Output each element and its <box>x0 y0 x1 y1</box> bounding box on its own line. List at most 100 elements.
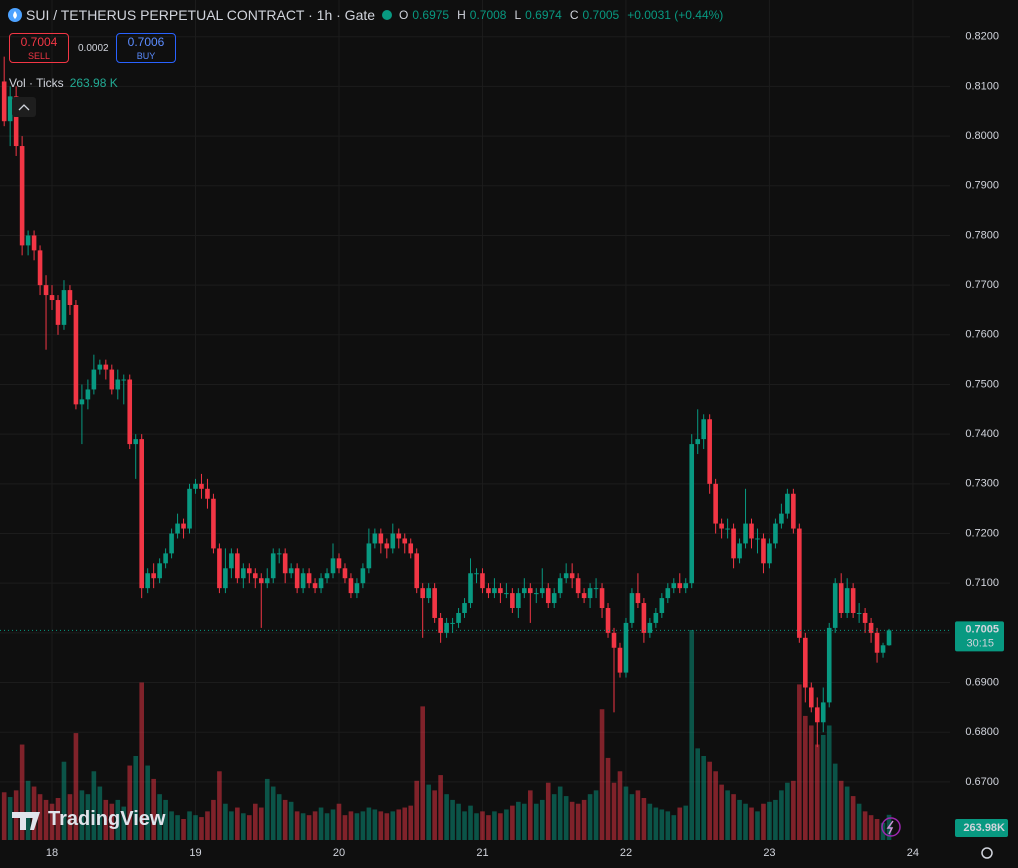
candle-body <box>880 645 886 653</box>
volume-bar <box>832 763 838 840</box>
candle-body <box>701 419 706 440</box>
low-key: L <box>514 8 522 22</box>
candle-body <box>605 608 611 633</box>
candle-body <box>779 513 784 524</box>
y-tick-label: 0.7600 <box>965 329 999 341</box>
candle-body <box>7 96 13 122</box>
volume-bar <box>61 761 67 840</box>
candle-body <box>402 538 408 544</box>
x-tick-label: 20 <box>333 847 345 859</box>
sell-button[interactable]: 0.7004 SELL <box>9 33 69 63</box>
candle-body <box>797 528 802 638</box>
settings-button[interactable] <box>981 847 993 859</box>
candle-body <box>468 573 473 604</box>
y-tick-label: 0.7300 <box>965 478 999 490</box>
candle-body <box>366 543 372 569</box>
volume-bar <box>641 798 647 840</box>
candle-body <box>336 558 342 569</box>
volume-bar <box>587 794 593 840</box>
volume-bar <box>808 725 814 840</box>
sell-price: 0.7004 <box>20 35 58 49</box>
candle-body <box>127 379 133 445</box>
candle-body <box>808 687 814 708</box>
volume-bar <box>402 807 408 840</box>
candle-body <box>342 568 348 579</box>
volume-bar <box>814 744 820 840</box>
volume-bar <box>575 803 581 840</box>
volume-bar <box>492 811 497 840</box>
candle-body <box>390 533 396 549</box>
spread: 0.0002 <box>78 43 109 54</box>
volume-bar <box>372 809 378 840</box>
volume-bar <box>157 794 162 840</box>
sell-label: SELL <box>27 51 51 61</box>
candle-body <box>103 364 109 370</box>
y-tick-label: 0.7800 <box>965 229 999 241</box>
volume-bar <box>103 799 109 840</box>
candle-body <box>814 707 820 723</box>
volume-bar <box>773 799 778 840</box>
volume-bar <box>133 756 139 840</box>
volume-bar <box>121 806 127 840</box>
candle-body <box>623 622 629 673</box>
candle-body <box>372 533 378 544</box>
volume-bar <box>665 811 671 840</box>
volume-bar <box>217 771 222 840</box>
candle-body <box>121 379 127 381</box>
candle-body <box>432 588 437 618</box>
volume-bar <box>713 771 718 840</box>
volume-bar <box>689 630 695 840</box>
y-tick-label: 0.8100 <box>965 80 999 92</box>
volume-bar <box>635 790 641 840</box>
collapse-button[interactable] <box>12 97 36 117</box>
volume-bar <box>384 813 390 840</box>
candle-body <box>581 593 587 599</box>
candle-body <box>593 588 599 590</box>
volume-bar <box>719 784 724 840</box>
volume-bar <box>145 765 150 840</box>
volume-bar <box>336 803 342 840</box>
candle-body <box>516 593 521 609</box>
x-tick-label: 22 <box>620 847 632 859</box>
symbol-icon <box>8 8 22 22</box>
candle-body <box>563 573 569 579</box>
volume-bar <box>43 799 49 840</box>
buy-button[interactable]: 0.7006 BUY <box>116 33 176 63</box>
volume-bar <box>193 815 198 840</box>
candle-body <box>270 553 276 579</box>
candle-body <box>378 533 384 544</box>
volume-bar <box>294 811 300 840</box>
candle-body <box>474 573 479 575</box>
candle-body <box>73 305 79 405</box>
last-price-label: 0.7005 <box>965 623 999 635</box>
candle-body <box>318 578 324 589</box>
volume-bar <box>563 796 569 840</box>
candle-body <box>826 627 832 703</box>
candle-body <box>683 583 689 589</box>
candle-body <box>599 588 605 609</box>
y-tick-label: 0.7500 <box>965 378 999 390</box>
candle-body <box>492 588 497 594</box>
candle-body <box>300 573 306 589</box>
candle-body <box>528 588 533 594</box>
volume-bar <box>677 807 683 840</box>
volume-bar <box>653 807 659 840</box>
volume-bar <box>647 803 653 840</box>
volume-bar <box>695 748 701 840</box>
candle-body <box>444 622 449 633</box>
volume-bar <box>276 794 282 840</box>
candle-body <box>187 488 192 529</box>
volume-bar <box>749 807 754 840</box>
logo-icon <box>12 812 40 830</box>
volume-bar <box>414 780 420 840</box>
lightning-button[interactable] <box>881 817 901 837</box>
volume-bar <box>37 794 43 840</box>
candle-body <box>707 419 712 484</box>
volume-bar <box>306 815 312 840</box>
volume-bar <box>803 715 808 840</box>
candle-body <box>264 578 270 584</box>
candle-body <box>181 523 186 529</box>
volume-bar <box>551 794 557 840</box>
candle-body <box>396 533 402 539</box>
